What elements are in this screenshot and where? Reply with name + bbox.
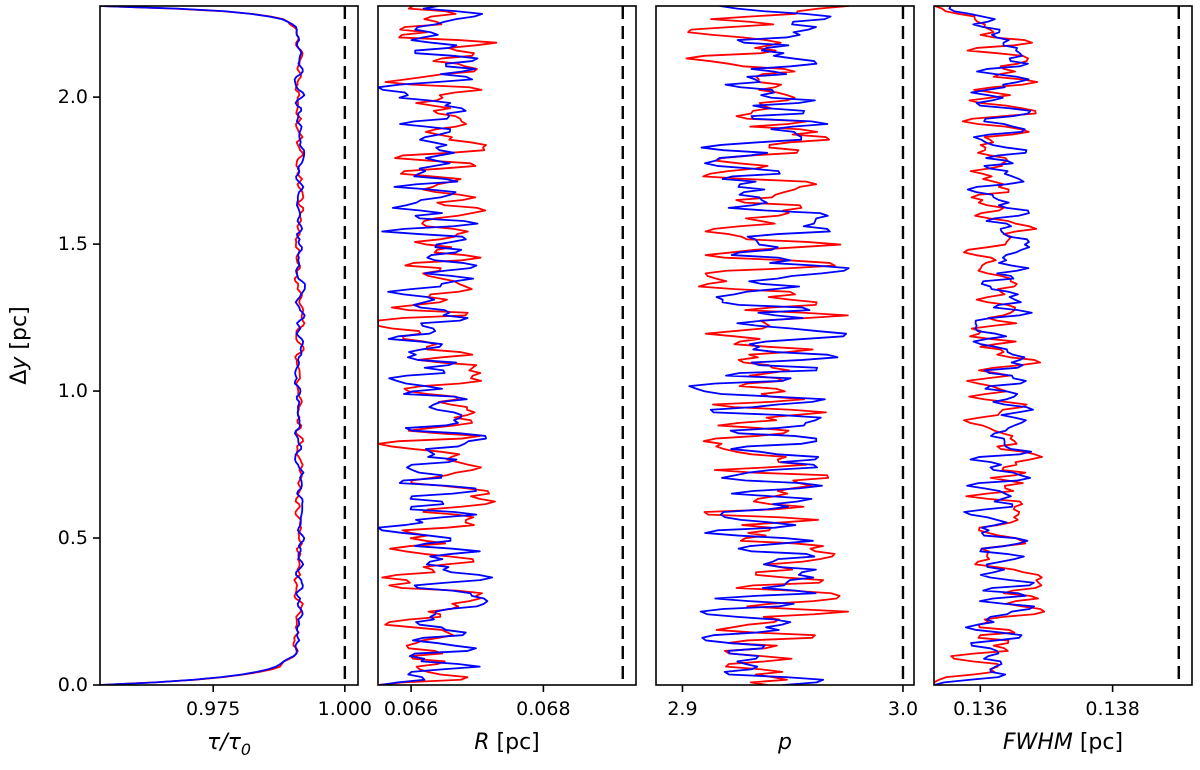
y-tick-label: 1.0 <box>58 380 88 402</box>
panel-R: 0.066 0.068 R [pc] <box>377 5 637 755</box>
y-tick-label: 0.5 <box>58 527 88 549</box>
x-axis-label-tau: τ/τ0 <box>207 730 251 759</box>
x-tick-label: 0.068 <box>516 698 570 720</box>
series-blue-line <box>688 6 850 685</box>
y-axis-label: Δy [pc] <box>7 306 32 384</box>
series-red-line <box>100 6 306 685</box>
x-axis-label-p: p <box>777 730 792 755</box>
x-tick-label: 0.136 <box>953 698 1007 720</box>
x-tick-label: 1.000 <box>318 698 372 720</box>
panel-p: 2.9 3.0 p <box>655 5 918 755</box>
x-axis-label-R: R [pc] <box>474 730 540 755</box>
x-tick-label: 0.066 <box>384 698 438 720</box>
panel-border <box>933 5 1193 686</box>
series-blue-line <box>100 6 306 685</box>
panel-tau: 0.975 1.000 τ/τ0 0.0 0.5 1.0 1.5 2.0 Δy [pc] <box>7 5 372 759</box>
panel-border <box>99 5 359 686</box>
series-blue-line <box>934 6 1035 685</box>
panel-border <box>377 5 637 686</box>
y-tick-label: 0.0 <box>58 674 88 696</box>
x-tick-label: 0.138 <box>1085 698 1139 720</box>
panel-FWHM: 0.136 0.138 FWHM [pc] <box>933 5 1193 755</box>
y-tick-label: 2.0 <box>58 86 88 108</box>
x-tick-label: 3.0 <box>888 698 918 720</box>
x-tick-label: 2.9 <box>667 698 697 720</box>
panel-border <box>655 5 915 686</box>
x-tick-label: 0.975 <box>186 698 240 720</box>
x-axis-label-FWHM: FWHM [pc] <box>1003 730 1123 755</box>
y-tick-label: 1.5 <box>58 233 88 255</box>
series-red-line <box>378 6 498 685</box>
series-blue-line <box>378 6 494 685</box>
